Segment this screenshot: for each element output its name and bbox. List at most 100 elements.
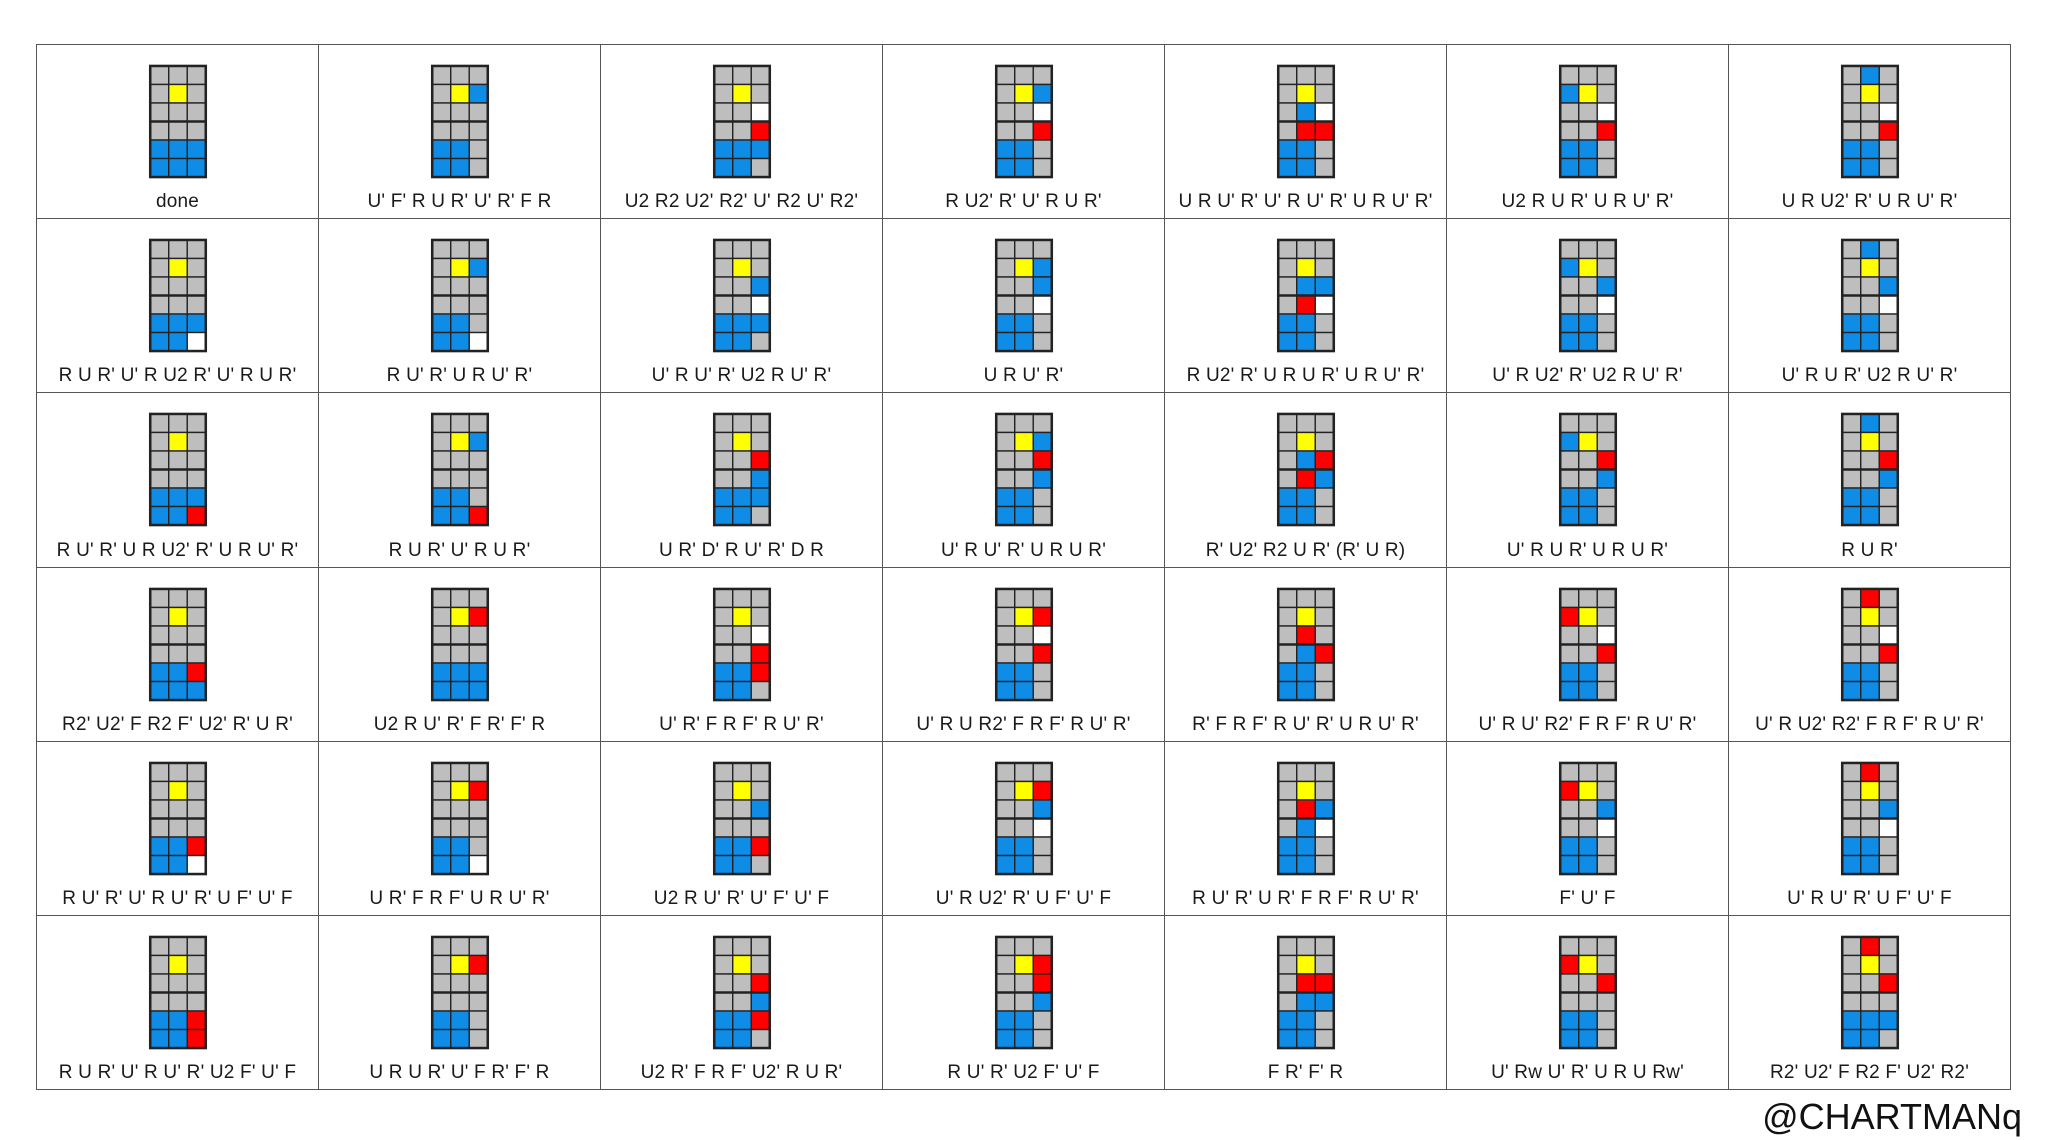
sticker xyxy=(186,332,206,352)
algorithm-label: U' Rw U' R' U R U Rw' xyxy=(1491,1062,1684,1083)
sticker xyxy=(449,798,470,819)
case-cell: R U R' U' R U2 R' U' R U R' xyxy=(37,219,319,394)
sticker xyxy=(167,954,188,975)
sticker xyxy=(1295,854,1316,875)
sticker xyxy=(713,120,733,141)
sticker xyxy=(1295,83,1316,104)
sticker xyxy=(995,936,1015,956)
sticker xyxy=(167,139,188,160)
sticker xyxy=(167,991,188,1012)
sticker xyxy=(1596,332,1616,352)
sticker xyxy=(149,469,169,490)
sticker xyxy=(1295,157,1316,178)
sticker xyxy=(1559,139,1579,160)
sticker xyxy=(750,624,770,645)
case-cell: U R U2' R' U R U' R' xyxy=(1729,45,2011,220)
sticker-diagram xyxy=(430,413,489,527)
sticker xyxy=(1032,936,1052,956)
sticker xyxy=(431,761,451,782)
sticker xyxy=(1277,798,1297,819)
sticker xyxy=(1859,761,1880,782)
algorithm-label: R U R' U' R U' R' U2 F' U' F xyxy=(58,1062,297,1083)
sticker xyxy=(468,798,488,819)
sticker xyxy=(731,835,752,856)
sticker xyxy=(186,294,206,315)
algorithm-label: U' R U' R' U F' U' F xyxy=(1787,887,1952,909)
sticker xyxy=(1277,432,1297,452)
sticker xyxy=(1859,413,1880,434)
sticker-diagram xyxy=(430,935,489,1050)
algorithm-label: R U R' U' R U2 R' U' R U R' xyxy=(58,365,297,387)
sticker xyxy=(167,643,188,664)
sticker xyxy=(750,661,770,682)
sticker xyxy=(1841,661,1861,682)
algorithm-label: R2' U2' F R2 F' U2' R' U R' xyxy=(62,713,293,735)
sticker xyxy=(731,239,752,260)
sticker xyxy=(1013,487,1034,508)
sticker xyxy=(186,1010,206,1031)
sticker xyxy=(1314,276,1334,297)
algorithm-label: R U R' xyxy=(1841,539,1898,561)
case-cell: U' Rw U' R' U R U Rw' xyxy=(1447,915,1729,1090)
sticker xyxy=(731,450,752,471)
sticker xyxy=(1577,469,1598,490)
sticker xyxy=(167,798,188,819)
sticker xyxy=(1032,661,1052,682)
sticker xyxy=(449,83,470,104)
sticker xyxy=(186,606,206,627)
sticker xyxy=(1559,469,1579,490)
sticker xyxy=(449,854,470,875)
sticker xyxy=(449,761,470,782)
sticker xyxy=(713,239,733,260)
sticker xyxy=(995,680,1015,701)
sticker xyxy=(1596,680,1616,701)
sticker xyxy=(149,157,169,178)
sticker xyxy=(1596,854,1616,875)
case-cell: U2 R U R' U R U' R' xyxy=(1447,45,1729,220)
sticker xyxy=(995,294,1015,315)
sticker xyxy=(1314,973,1334,994)
sticker xyxy=(731,157,752,178)
sticker-diagram xyxy=(712,64,771,179)
sticker-diagram xyxy=(994,238,1053,353)
sticker xyxy=(731,469,752,490)
sticker xyxy=(468,102,488,123)
author-credit: @CHARTMANq xyxy=(1762,1096,2022,1137)
sticker xyxy=(713,606,733,627)
sticker xyxy=(713,139,733,160)
case-cell: U R U' R' xyxy=(883,219,1165,394)
sticker xyxy=(995,332,1015,352)
sticker xyxy=(1013,83,1034,104)
sticker xyxy=(1878,643,1898,664)
sticker xyxy=(1032,1010,1052,1031)
sticker xyxy=(1596,413,1616,434)
sticker xyxy=(1559,661,1579,682)
sticker xyxy=(149,413,169,434)
sticker xyxy=(750,817,770,838)
sticker xyxy=(431,313,451,334)
sticker xyxy=(186,239,206,260)
sticker xyxy=(1878,276,1898,297)
sticker xyxy=(167,469,188,490)
sticker xyxy=(1277,1010,1297,1031)
sticker xyxy=(1559,587,1579,608)
sticker xyxy=(167,257,188,278)
sticker xyxy=(1032,587,1052,608)
sticker xyxy=(149,1010,169,1031)
sticker xyxy=(431,817,451,838)
sticker xyxy=(1878,413,1898,434)
sticker xyxy=(750,680,770,701)
sticker xyxy=(1032,65,1052,86)
sticker xyxy=(449,643,470,664)
algorithm-label: U' R U R2' F R F' R U' R' xyxy=(916,713,1131,735)
sticker xyxy=(1878,780,1898,801)
sticker xyxy=(186,643,206,664)
sticker xyxy=(186,469,206,490)
sticker xyxy=(468,294,488,315)
sticker xyxy=(713,835,733,856)
sticker xyxy=(449,506,470,527)
sticker xyxy=(1859,102,1880,123)
sticker xyxy=(468,432,488,452)
sticker xyxy=(468,587,488,608)
sticker xyxy=(1277,606,1297,627)
